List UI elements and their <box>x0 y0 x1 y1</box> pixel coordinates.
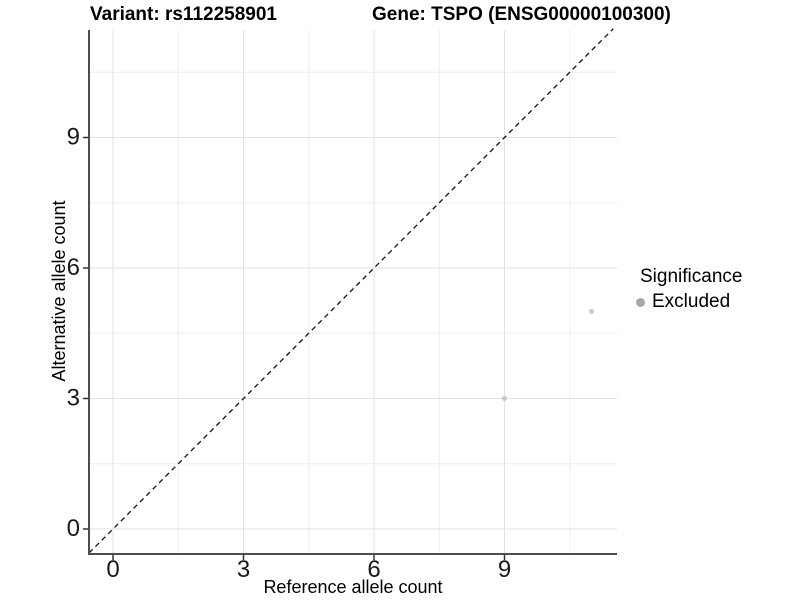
x-axis-title: Reference allele count <box>263 577 443 597</box>
legend-title: Significance <box>640 266 743 287</box>
plot-title-gene: Gene: TSPO (ENSG00000100300) <box>372 4 671 25</box>
legend-item-excluded: Excluded <box>636 291 742 313</box>
legend-key-dot-icon <box>636 297 645 307</box>
plot-title-variant: Variant: rs112258901 <box>90 4 277 25</box>
x-tick-label: 0 <box>106 556 119 583</box>
data-point-11-5 <box>589 309 594 314</box>
identity-reference-line <box>88 28 614 554</box>
y-tick-label: 6 <box>67 254 80 281</box>
y-tick-label: 9 <box>67 124 80 151</box>
legend-item-label: Excluded <box>652 291 731 312</box>
x-tick-label: 9 <box>498 556 511 583</box>
legend: Significance Excluded <box>636 266 742 313</box>
x-tick-label: 3 <box>237 556 250 583</box>
data-point-9-3 <box>502 396 507 401</box>
y-tick-label: 0 <box>67 515 80 542</box>
y-tick-label: 3 <box>67 385 80 412</box>
x-tick-label: 6 <box>367 556 380 583</box>
